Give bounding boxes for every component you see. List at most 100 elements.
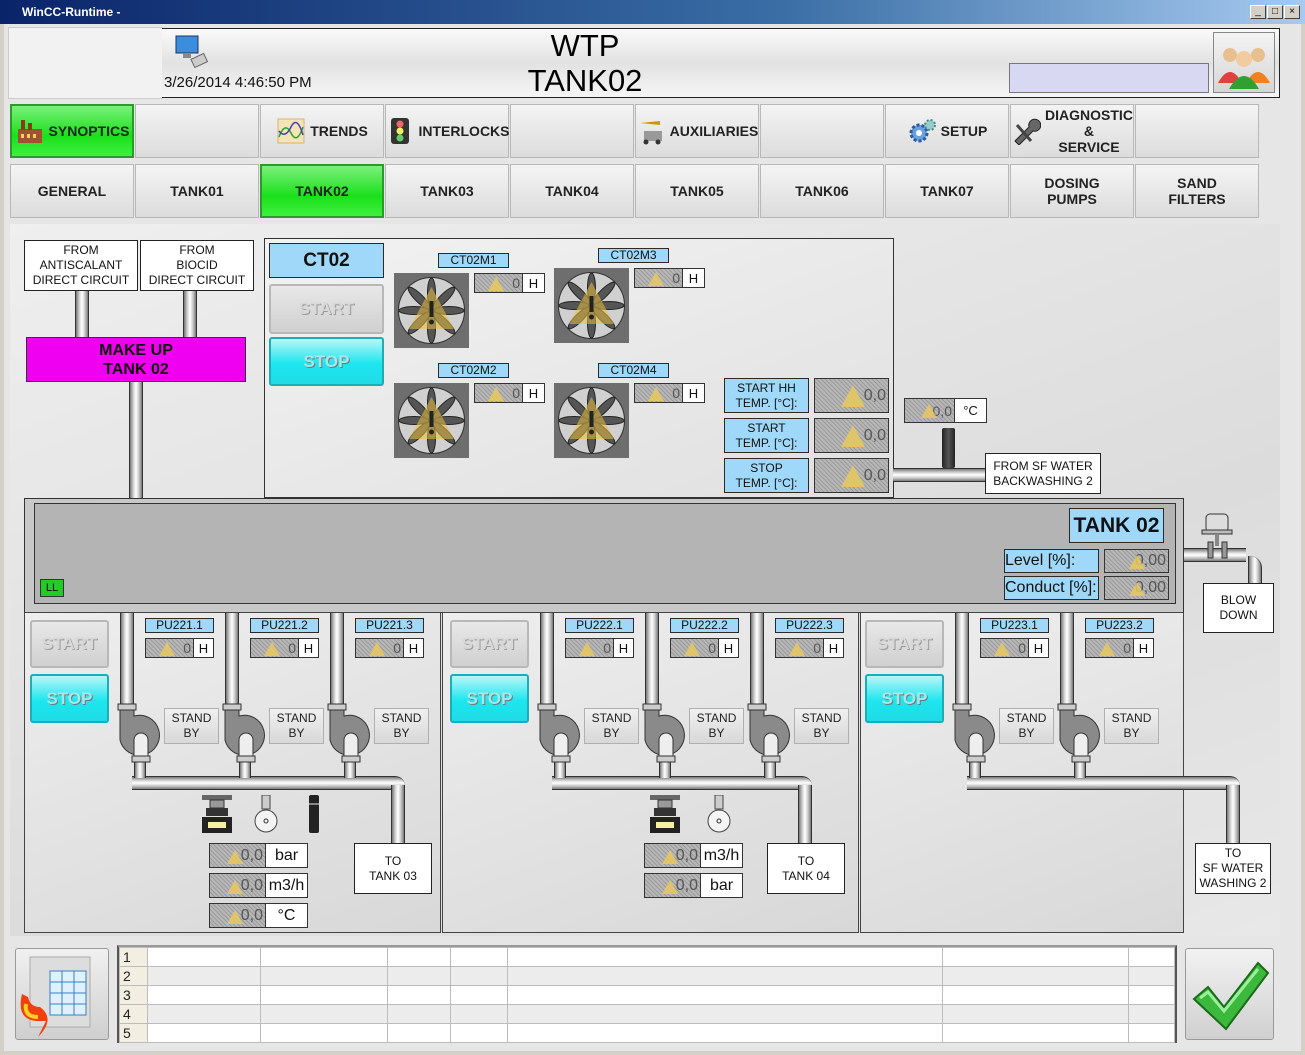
nav-main-button-empty-6[interactable] (760, 104, 884, 158)
process-readout: 0,0 °C (209, 903, 308, 928)
pump-group-stop-button[interactable]: STOP (30, 674, 109, 723)
alarm-row[interactable]: 5 (119, 1023, 1175, 1043)
alarm-cell (1128, 985, 1175, 1005)
pump-PU221.3[interactable] (326, 700, 374, 766)
readout-unit: H (522, 384, 544, 402)
pump-mode-button[interactable]: STAND BY (269, 708, 324, 744)
conductivity-label: Conduct [%]: (1004, 576, 1099, 600)
nav-main-button-trends[interactable]: TRENDS (260, 104, 384, 158)
pump-group-start-button[interactable]: START (450, 620, 529, 668)
centrifugal-pump-icon (327, 703, 370, 763)
readout-value-area: 0,0 (210, 874, 265, 897)
alarm-row[interactable]: 2 (119, 966, 1175, 986)
maximize-button[interactable]: □ (1267, 5, 1283, 19)
pump-mode-button[interactable]: STAND BY (689, 708, 744, 744)
alarm-row[interactable]: 3 (119, 985, 1175, 1005)
blowdown-label: BLOW DOWN (1203, 583, 1274, 633)
ct-start-button[interactable]: START (269, 284, 384, 334)
nav-tab-tank04[interactable]: TANK04 (510, 164, 634, 218)
nav-tab-sand[interactable]: SAND FILTERS (1135, 164, 1259, 218)
centrifugal-pump-icon (222, 703, 265, 763)
pump-PU221.1[interactable] (116, 700, 164, 766)
inlet-temp-unit: °C (954, 399, 986, 422)
users-button[interactable] (1213, 32, 1275, 93)
fan-icon (398, 277, 465, 344)
pump-group-stop-button[interactable]: STOP (450, 674, 529, 723)
nav-main-button-empty-1[interactable] (135, 104, 259, 158)
warning-icon (487, 277, 504, 291)
fan-motor-2[interactable] (554, 268, 629, 343)
nav-main-button-auxiliaries[interactable]: AUXILIARIES (635, 104, 759, 158)
alarm-log-button[interactable] (15, 948, 109, 1040)
nav-tab-tank02[interactable]: TANK02 (260, 164, 384, 218)
alarm-cell (507, 966, 943, 986)
page-title: WTP TANK02 (420, 28, 750, 98)
process-readout: 0,0 bar (644, 873, 743, 898)
pump-PU222.3[interactable] (746, 700, 794, 766)
pump-label: PU222.2 (670, 618, 739, 633)
pump-mode-button[interactable]: STAND BY (794, 708, 849, 744)
nav-tab-dosing[interactable]: DOSING PUMPS (1010, 164, 1134, 218)
alarm-cell (260, 947, 388, 967)
alarm-cell (450, 1004, 508, 1024)
temp-setpoint-readout[interactable]: 0,0 (814, 458, 889, 493)
ct-stop-button[interactable]: STOP (269, 337, 384, 386)
pump-group-start-button[interactable]: START (865, 620, 944, 668)
temperature-sensor-icon (309, 795, 319, 833)
pump-PU223.2[interactable] (1056, 700, 1104, 766)
nav-main-button-empty-4[interactable] (510, 104, 634, 158)
pump-group-stop-button[interactable]: STOP (865, 674, 944, 723)
nav-tab-tank03[interactable]: TANK03 (385, 164, 509, 218)
alarm-cell (387, 985, 451, 1005)
alarm-cell (387, 1004, 451, 1024)
pump-mode-button[interactable]: STAND BY (374, 708, 429, 744)
nav-main-button-empty-9[interactable] (1135, 104, 1259, 158)
nav-main-button-interlocks[interactable]: INTERLOCKS (385, 104, 510, 158)
user-field[interactable] (1009, 63, 1209, 93)
alarm-cell (1128, 1023, 1175, 1043)
nav-tab-general[interactable]: GENERAL (10, 164, 134, 218)
pipe (893, 468, 986, 482)
acknowledge-button[interactable] (1185, 948, 1274, 1040)
alarm-row[interactable]: 1 (119, 947, 1175, 967)
fan-motor-1[interactable] (394, 273, 469, 348)
nav-main-button-diagnostic[interactable]: DIAGNOSTIC & SERVICE (1010, 104, 1134, 158)
close-button[interactable]: × (1284, 5, 1300, 19)
readout-value-area: 0,0 (645, 844, 700, 867)
pump-mode-button[interactable]: STAND BY (1104, 708, 1159, 744)
instrument-gauge (706, 794, 732, 840)
pump-mode-button[interactable]: STAND BY (164, 708, 219, 744)
nav-tab-tank06[interactable]: TANK06 (760, 164, 884, 218)
pump-mode-button[interactable]: STAND BY (999, 708, 1054, 744)
nav-tab-tank01[interactable]: TANK01 (135, 164, 259, 218)
nav-main-button-setup[interactable]: SETUP (885, 104, 1009, 158)
pipe (330, 613, 344, 708)
pump-group-start-button[interactable]: START (30, 620, 109, 668)
fan-icon (558, 387, 625, 454)
alarm-row[interactable]: 4 (119, 1004, 1175, 1024)
pump-PU221.2[interactable] (221, 700, 269, 766)
fan-motor-3[interactable] (394, 383, 469, 458)
pipe (1184, 548, 1246, 562)
fan-motor-4[interactable] (554, 383, 629, 458)
nav-tab-tank05[interactable]: TANK05 (635, 164, 759, 218)
pump-PU222.1[interactable] (536, 700, 584, 766)
warning-icon (158, 642, 175, 656)
pump-PU223.1[interactable] (951, 700, 999, 766)
pump-mode-button[interactable]: STAND BY (584, 708, 639, 744)
temp-setpoint-readout[interactable]: 0,0 (814, 378, 889, 413)
readout-value-area: 0 (251, 639, 298, 657)
pump-group-destination-label: TO SF WATER WASHING 2 (1195, 843, 1271, 894)
readout-unit: H (298, 639, 318, 657)
temp-setpoint-readout[interactable]: 0,0 (814, 418, 889, 453)
minimize-button[interactable]: _ (1250, 5, 1266, 19)
readout-value: 0,0 (240, 846, 263, 864)
pump-label: PU222.3 (775, 618, 844, 633)
nav-tab-tank07[interactable]: TANK07 (885, 164, 1009, 218)
nav-main-button-synoptics[interactable]: SYNOPTICS (10, 104, 134, 158)
pump-PU222.2[interactable] (641, 700, 689, 766)
